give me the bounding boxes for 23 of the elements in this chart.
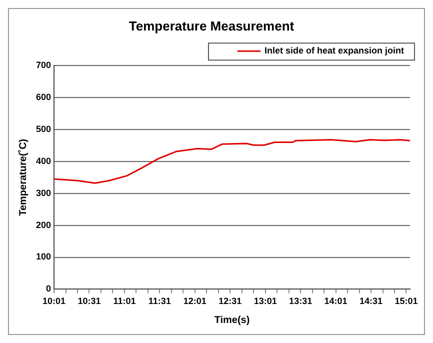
x-tick-label: 12:01 bbox=[183, 296, 206, 306]
x-axis-title: Time(s) bbox=[214, 314, 250, 326]
x-tick-label: 12:31 bbox=[218, 296, 242, 306]
y-tick-label: 700 bbox=[36, 60, 52, 70]
y-tick-label: 500 bbox=[36, 124, 52, 134]
x-tick-label: 10:31 bbox=[78, 296, 101, 306]
x-tick-label: 14:01 bbox=[324, 296, 348, 306]
x-tick-label: 11:31 bbox=[148, 296, 171, 306]
x-tick-label: 10:01 bbox=[42, 296, 66, 306]
chart-title: Temperature Measurement bbox=[128, 18, 295, 34]
y-tick-label: 600 bbox=[36, 92, 52, 102]
x-tick-label: 13:31 bbox=[289, 296, 312, 306]
y-axis-title: Temperature(˚C) bbox=[16, 138, 29, 216]
x-tick-label: 15:01 bbox=[394, 296, 418, 306]
y-tick-label: 300 bbox=[36, 188, 52, 198]
y-tick-label: 200 bbox=[36, 220, 52, 230]
legend-label: Inlet side of heat expansion joint bbox=[264, 46, 404, 56]
x-tick-label: 13:01 bbox=[254, 296, 277, 306]
y-tick-label: 100 bbox=[36, 252, 52, 262]
x-tick-label: 11:01 bbox=[113, 296, 136, 306]
y-tick-label: 400 bbox=[36, 156, 52, 166]
x-tick-label: 14:31 bbox=[360, 296, 383, 306]
y-tick-label: 0 bbox=[46, 284, 52, 294]
